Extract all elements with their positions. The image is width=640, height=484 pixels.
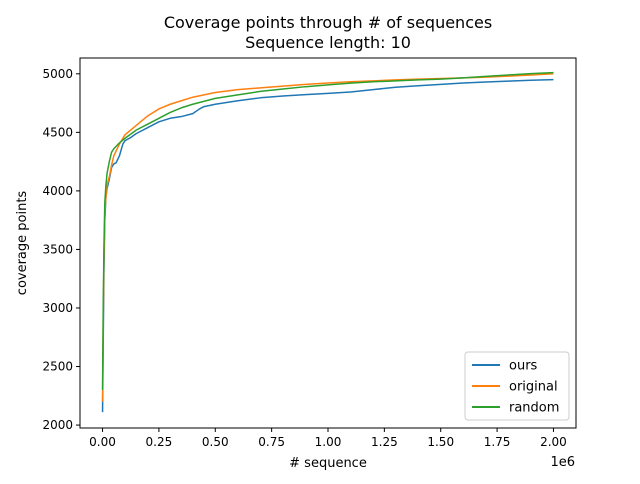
x-tick-label: 1.25: [371, 435, 398, 449]
legend-box: [464, 351, 570, 421]
y-tick-label: 2000: [42, 418, 73, 432]
y-axis-label: coverage points: [15, 191, 30, 296]
y-tick-label: 4500: [42, 125, 73, 139]
series-line-random: [101, 71, 554, 390]
x-axis-label: # sequence: [289, 456, 367, 471]
y-axis-ticks: 2000 2500 3000 3500 4000 4500 5000: [42, 67, 80, 432]
y-tick-label: 3000: [42, 301, 73, 315]
x-axis-scale-label: 1e6: [550, 455, 575, 470]
y-tick-label: 3500: [42, 242, 73, 256]
x-tick-label: 1.50: [427, 435, 454, 449]
legend-label-ours: ours: [509, 359, 538, 374]
legend-label-original: original: [509, 380, 558, 395]
chart-title-line2: Sequence length: 10: [245, 33, 411, 52]
x-tick-label: 2.00: [540, 435, 567, 449]
x-tick-label: 1.75: [484, 435, 511, 449]
x-tick-label: 1.00: [315, 435, 342, 449]
x-tick-label: 0.50: [202, 435, 229, 449]
x-tick-label: 0.25: [146, 435, 173, 449]
legend-label-random: random: [509, 401, 559, 416]
y-tick-label: 4000: [42, 184, 73, 198]
chart-title-line1: Coverage points through # of sequences: [164, 13, 492, 32]
series-layer: [101, 71, 554, 413]
x-tick-label: 0.00: [89, 435, 116, 449]
y-tick-label: 2500: [42, 360, 73, 374]
x-tick-label: 0.75: [258, 435, 285, 449]
y-tick-label: 5000: [42, 67, 73, 81]
plot-frame: [79, 57, 577, 429]
legend: ours original random: [464, 351, 570, 421]
x-axis-ticks: 0.00 0.25 0.50 0.75 1.00 1.25 1.50 1.75 2.00: [89, 428, 567, 449]
